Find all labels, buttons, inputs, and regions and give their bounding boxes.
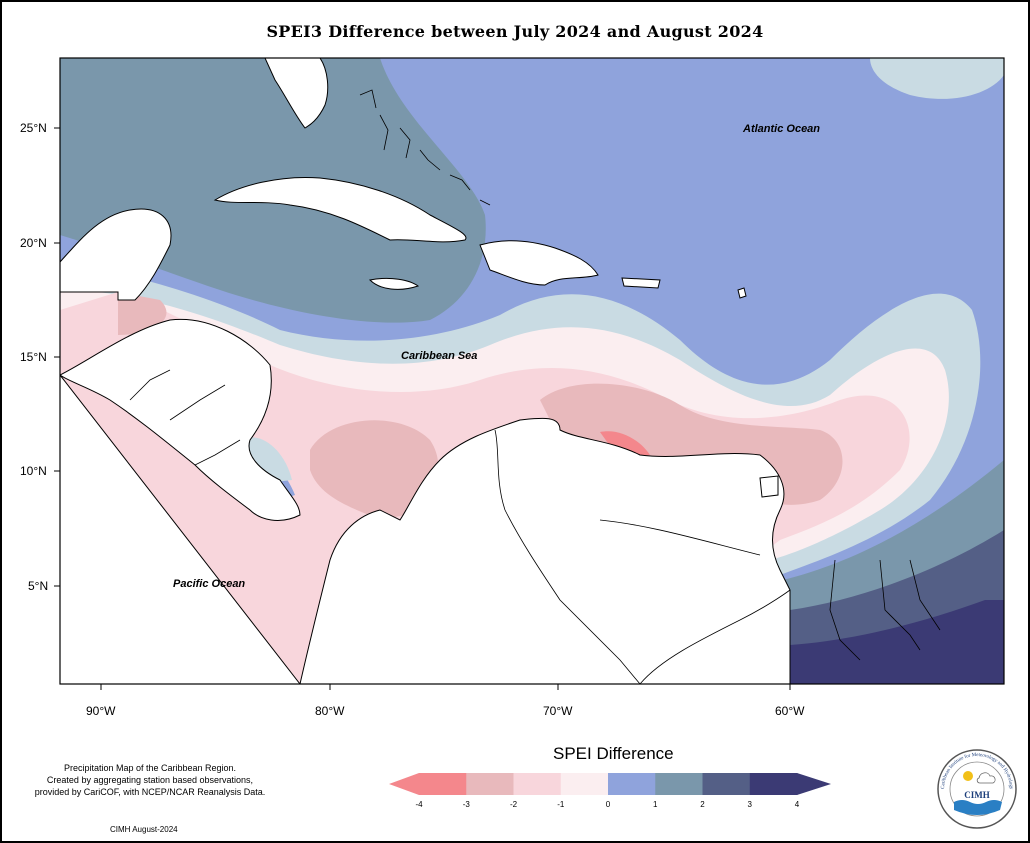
legend-tick-label: 0 — [605, 800, 611, 809]
colorbar-segment — [513, 773, 562, 795]
colorbar-segment — [466, 773, 514, 795]
legend-tick-label: -3 — [462, 800, 470, 809]
lon-label-60w: 60°W — [775, 704, 805, 718]
legend-title: SPEI Difference — [553, 744, 674, 763]
colorbar-segment — [702, 773, 751, 795]
map-border — [59, 57, 1005, 685]
field-minus-3-west — [310, 420, 439, 520]
landmass-florida — [264, 58, 329, 129]
date-credit: CIMH August-2024 — [110, 825, 178, 834]
landmass-group — [60, 58, 791, 684]
colorbar-segment — [419, 773, 467, 795]
field-plus-4-se — [790, 600, 1004, 684]
field-zero-pacific — [243, 437, 292, 482]
legend-tick-label: 4 — [794, 800, 800, 809]
landmass-yucatan-central-america — [60, 208, 791, 684]
credit-line-2: Created by aggregating station based obs… — [46, 775, 254, 785]
colorbar-arrow-right — [797, 773, 831, 795]
lon-label-70w: 70°W — [543, 704, 573, 718]
colorbar-arrow-left — [389, 773, 419, 795]
colorbar-segment — [749, 773, 798, 795]
landmass-guadeloupe-islands — [737, 287, 747, 299]
lat-label-10n: 10°N — [20, 464, 47, 478]
cloud-icon — [976, 772, 996, 784]
lat-label-20n: 20°N — [20, 236, 47, 250]
logo-name: CIMH — [964, 790, 990, 800]
caribbean-sea-label: Caribbean Sea — [401, 350, 478, 362]
atlantic-ocean-label: Atlantic Ocean — [743, 123, 821, 135]
legend-tick-label: -2 — [509, 800, 518, 809]
legend-tick-label: 3 — [747, 800, 752, 809]
landmass-puerto-rico — [621, 277, 661, 289]
landmass-hispaniola — [479, 240, 599, 286]
sun-icon — [963, 771, 973, 781]
lon-label-80w: 80°W — [315, 704, 345, 718]
pacific-ocean-label: Pacific Ocean — [173, 578, 246, 590]
legend-tick-label: -4 — [415, 800, 423, 809]
legend-tick-label: 2 — [700, 800, 705, 809]
legend-tick-label: 1 — [653, 800, 658, 809]
source-credit: Precipitation Map of the Caribbean Regio… — [10, 762, 290, 798]
landmass-jamaica — [368, 277, 420, 290]
colorbar-segment — [608, 773, 656, 795]
credit-line-1: Precipitation Map of the Caribbean Regio… — [63, 763, 237, 773]
field-zero-ne — [870, 58, 1004, 99]
lat-label-15n: 15°N — [20, 350, 47, 364]
map-title: SPEI3 Difference between July 2024 and A… — [266, 22, 764, 41]
axis-ticks — [54, 127, 791, 690]
landmass-cuba — [213, 176, 467, 243]
lat-label-25n: 25°N — [20, 121, 47, 135]
bahamas-islands — [359, 89, 491, 206]
colorbar-segment — [560, 773, 609, 795]
map-field — [60, 58, 1004, 684]
water-icon — [954, 800, 1002, 815]
credit-line-3: provided by CariCOF, with NCEP/NCAR Rean… — [34, 787, 266, 797]
field-minus-4 — [600, 431, 650, 460]
legend-tick-label: -1 — [557, 800, 565, 809]
colorbar-segment — [655, 773, 703, 795]
country-borders — [129, 369, 941, 684]
field-minus-3-nw — [118, 292, 167, 335]
lat-label-5n: 5°N — [28, 579, 49, 593]
colorbar — [389, 773, 831, 795]
landmass-trinidad — [759, 475, 779, 498]
cimh-logo: CIMH Caribbean Institute for Meteorology… — [937, 749, 1017, 829]
lon-label-90w: 90°W — [86, 704, 116, 718]
